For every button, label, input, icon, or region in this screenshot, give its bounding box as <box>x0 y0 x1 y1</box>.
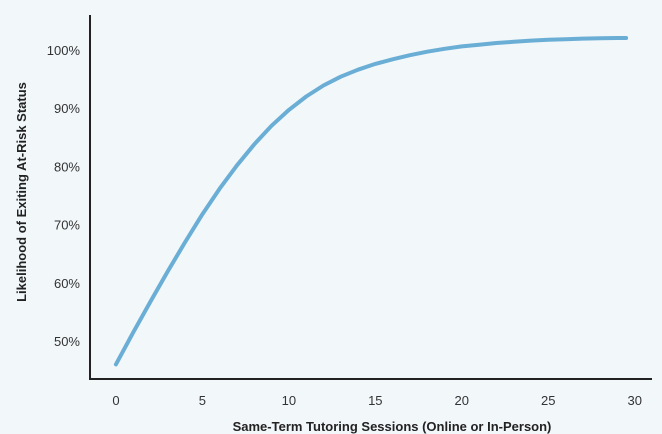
y-tick-labels: 50% 60% 70% 80% 90% 100% <box>47 43 81 349</box>
y-tick-label: 50% <box>54 334 80 349</box>
x-tick-label: 30 <box>627 393 641 408</box>
x-tick-label: 0 <box>112 393 119 408</box>
x-tick-label: 10 <box>282 393 296 408</box>
x-tick-label: 5 <box>199 393 206 408</box>
x-tick-label: 20 <box>455 393 469 408</box>
y-tick-label: 80% <box>54 159 80 174</box>
x-axis-title: Same-Term Tutoring Sessions (Online or I… <box>233 419 552 434</box>
y-tick-label: 70% <box>54 218 80 233</box>
x-tick-label: 25 <box>541 393 555 408</box>
y-tick-label: 100% <box>47 43 81 58</box>
x-tick-labels: 0 5 10 15 20 25 30 <box>112 393 642 408</box>
y-tick-label: 90% <box>54 101 80 116</box>
x-tick-label: 15 <box>368 393 382 408</box>
series-layer <box>113 36 629 367</box>
series-line <box>113 36 629 367</box>
y-axis-title: Likelihood of Exiting At-Risk Status <box>14 82 29 302</box>
y-tick-label: 60% <box>54 276 80 291</box>
